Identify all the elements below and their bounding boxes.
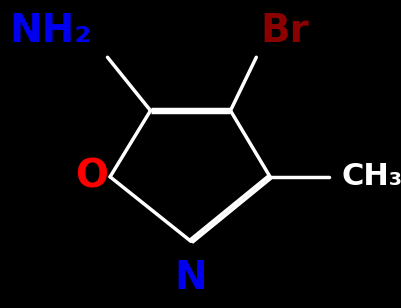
Text: Br: Br — [260, 12, 308, 51]
Text: NH₂: NH₂ — [10, 12, 92, 51]
Text: CH₃: CH₃ — [340, 162, 401, 191]
Text: N: N — [174, 258, 207, 297]
Text: O: O — [75, 158, 107, 196]
